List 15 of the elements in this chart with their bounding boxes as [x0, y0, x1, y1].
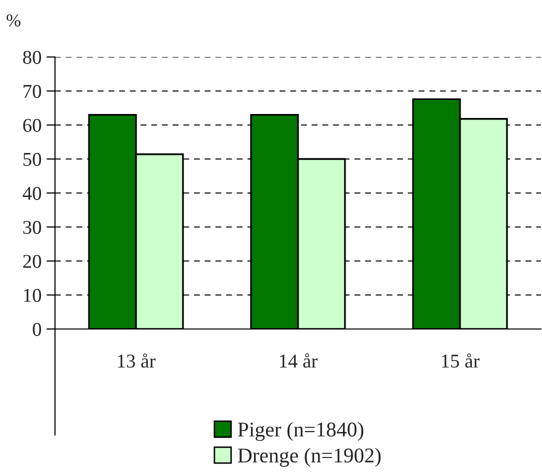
y-tick-label: 60	[23, 118, 42, 132]
legend-label: Piger (n=1840)	[238, 422, 364, 441]
y-tick-label: 70	[24, 84, 42, 98]
legend-label: Drenge (n=1902)	[238, 448, 381, 467]
y-tick-label: 20	[23, 254, 42, 268]
y-tick-label: 30	[23, 220, 42, 234]
y-tick-label: 10	[24, 288, 42, 302]
x-tick-label: 15 år	[442, 353, 480, 368]
y-axis-title: %	[6, 14, 20, 27]
y-tick-label: 80	[23, 50, 42, 64]
y-tick-label: 50	[23, 152, 42, 166]
y-tick-label: 40	[22, 186, 42, 200]
x-tick-label: 14 år	[280, 353, 318, 368]
x-tick-label: 13 år	[118, 353, 156, 368]
y-tick-label: 0	[32, 322, 42, 336]
